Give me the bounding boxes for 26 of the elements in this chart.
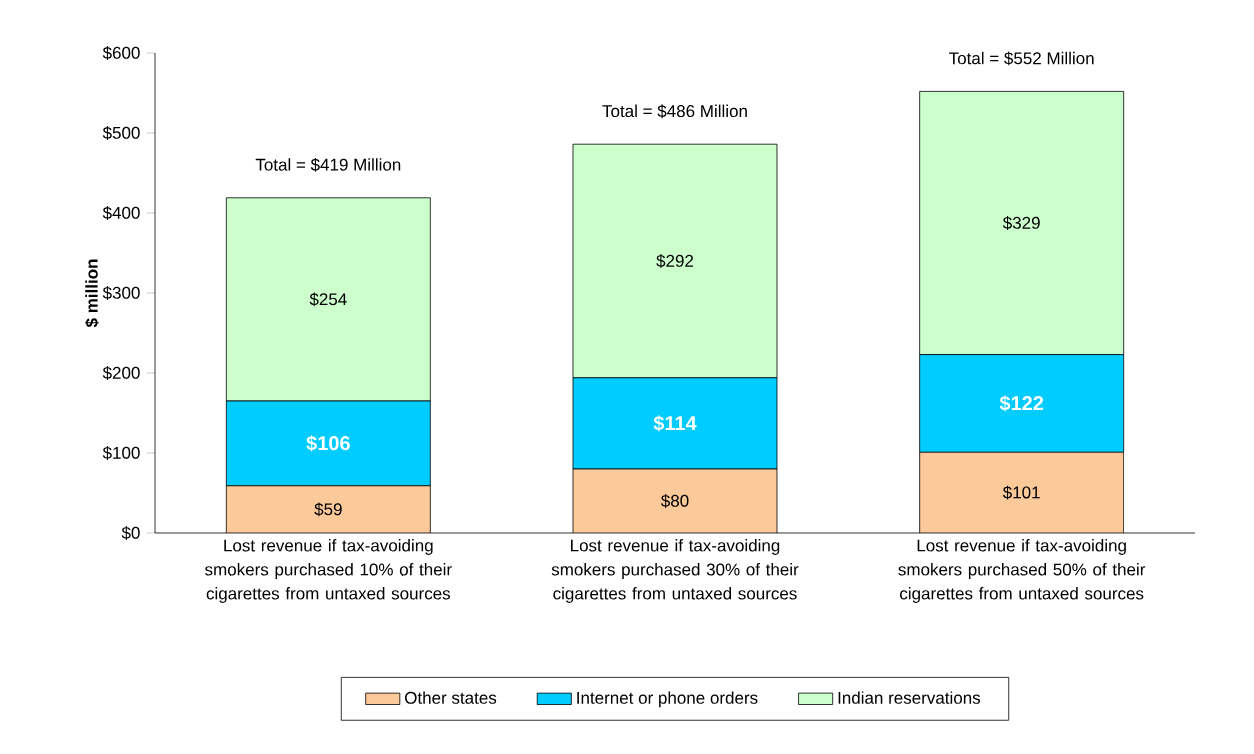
y-tick-label: $0	[121, 526, 140, 540]
legend-label: Internet or phone orders	[577, 691, 758, 708]
legend-label: Indian reservations	[838, 691, 981, 704]
data-label: $80	[661, 494, 689, 508]
x-tick-label: Lost revenue if tax-avoiding smokers purchased 10% of their cigarettes from untaxed sources	[205, 539, 452, 603]
total-label: Total = $552 Million	[949, 51, 1094, 66]
y-axis-title: $ million	[84, 259, 99, 328]
total-label: Total = $486 Million	[602, 104, 747, 119]
y-tick-label: $100	[102, 446, 140, 460]
x-tick-label: Lost revenue if tax-avoiding smokers purchased 50% of their cigarettes from untaxed sources	[898, 539, 1146, 603]
y-tick-label: $200	[102, 366, 140, 380]
data-label: $329	[1002, 216, 1040, 230]
data-label: $114	[653, 415, 697, 432]
y-tick-label: $400	[102, 206, 140, 220]
y-tick-label: $300	[102, 286, 140, 300]
data-label: $292	[656, 254, 694, 268]
x-tick-label: Lost revenue if tax-avoiding smokers purchased 30% of their cigarettes from untaxed sources	[551, 539, 799, 603]
data-label: $254	[309, 292, 347, 307]
y-tick-label: $500	[102, 126, 140, 140]
data-label: $122	[999, 395, 1044, 412]
data-label: $101	[1002, 485, 1040, 500]
y-tick-label: $600	[102, 46, 140, 60]
legend-label: Other states	[405, 691, 497, 704]
data-label: $106	[306, 435, 350, 452]
data-label: $59	[314, 502, 342, 517]
total-label: Total = $419 Million	[255, 157, 401, 172]
